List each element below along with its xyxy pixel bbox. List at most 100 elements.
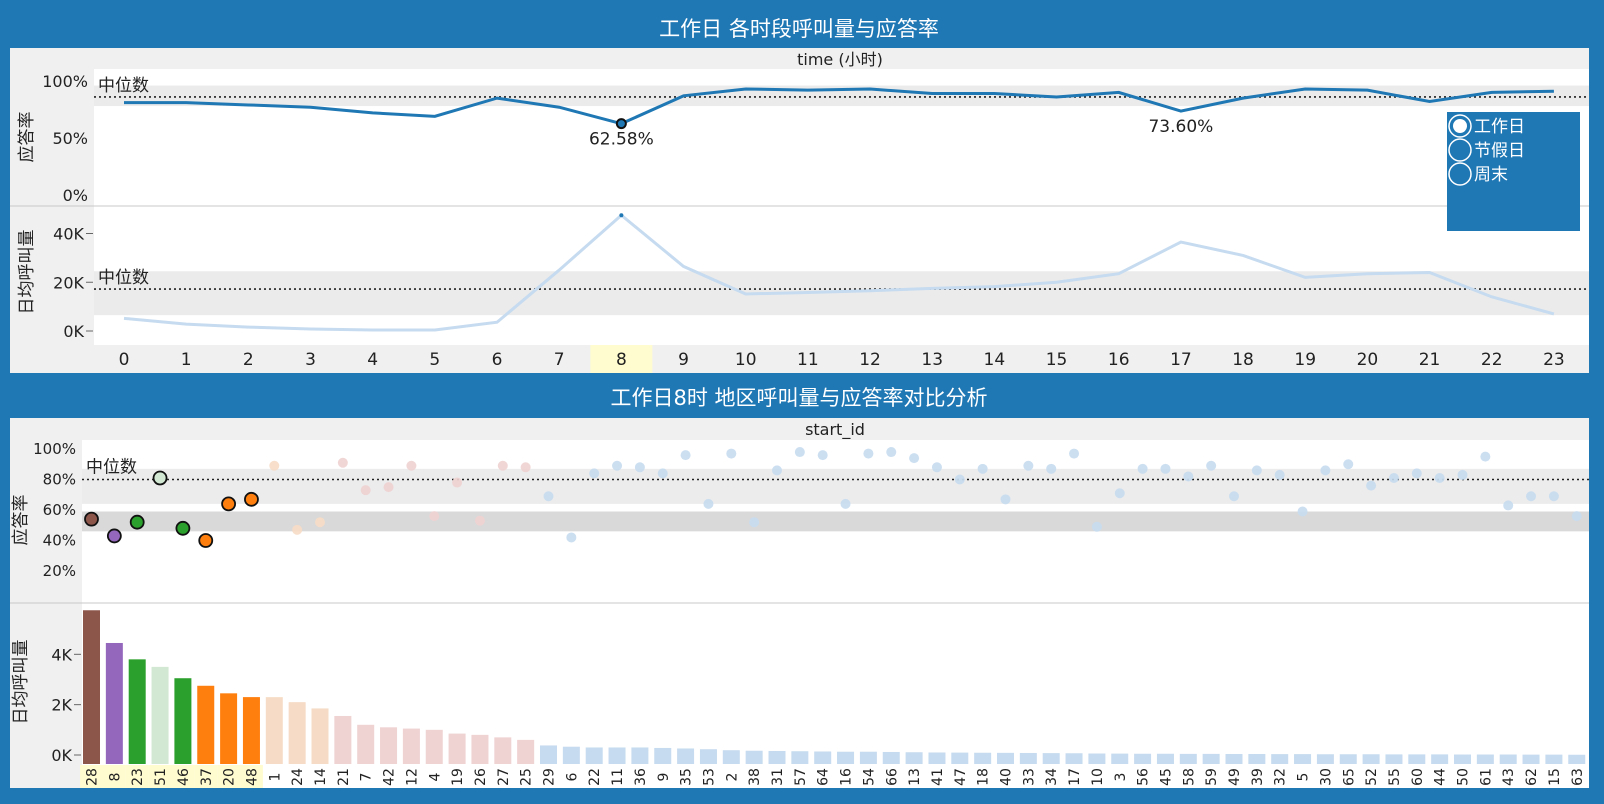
region-tick-label[interactable]: 41 xyxy=(930,768,946,786)
region-rate-point-2[interactable] xyxy=(726,448,737,459)
region-tick-label[interactable]: 2 xyxy=(724,773,740,782)
region-tick-label[interactable]: 29 xyxy=(542,768,558,786)
region-tick-label[interactable]: 37 xyxy=(199,768,215,786)
region-rate-point-12[interactable] xyxy=(406,460,417,471)
region-tick-label[interactable]: 45 xyxy=(1158,768,1174,786)
region-volume-bar-54[interactable] xyxy=(859,751,877,764)
region-rate-point-27[interactable] xyxy=(497,460,508,471)
region-volume-bar-7[interactable] xyxy=(357,724,375,764)
region-tick-label[interactable]: 42 xyxy=(382,768,398,786)
region-rate-point-44[interactable] xyxy=(1434,472,1445,483)
region-tick-label[interactable]: 36 xyxy=(633,768,649,786)
region-tick-label[interactable]: 32 xyxy=(1273,768,1289,786)
region-tick-label[interactable]: 57 xyxy=(793,768,809,786)
region-volume-bar-1[interactable] xyxy=(265,697,283,764)
hour-tick-label[interactable]: 14 xyxy=(984,350,1006,370)
region-tick-label[interactable]: 17 xyxy=(1067,768,1083,786)
region-volume-bar-18[interactable] xyxy=(974,752,992,764)
region-volume-bar-52[interactable] xyxy=(1362,754,1380,764)
region-tick-label[interactable]: 64 xyxy=(816,768,832,786)
region-rate-point-46[interactable] xyxy=(175,520,191,536)
region-volume-bar-13[interactable] xyxy=(905,752,923,764)
region-volume-bar-48[interactable] xyxy=(242,697,260,764)
region-volume-bar-65[interactable] xyxy=(1339,754,1357,764)
region-tick-label[interactable]: 31 xyxy=(770,768,786,786)
region-rate-point-61[interactable] xyxy=(1480,451,1491,462)
region-tick-label[interactable]: 51 xyxy=(153,768,169,786)
region-volume-bar-10[interactable] xyxy=(1088,753,1106,764)
region-tick-label[interactable]: 16 xyxy=(839,768,855,786)
hour-tick-label[interactable]: 19 xyxy=(1294,350,1316,370)
region-rate-point-20[interactable] xyxy=(221,496,237,512)
region-rate-point-17[interactable] xyxy=(1069,448,1080,459)
hour-tick-label[interactable]: 15 xyxy=(1046,350,1068,370)
region-volume-bar-14[interactable] xyxy=(311,708,329,764)
region-rate-point-1[interactable] xyxy=(269,460,280,471)
region-rate-point-51[interactable] xyxy=(152,470,168,486)
region-tick-label[interactable]: 28 xyxy=(85,768,101,786)
region-tick-label[interactable]: 5 xyxy=(1296,773,1312,782)
region-rate-point-55[interactable] xyxy=(1388,472,1399,483)
region-tick-label[interactable]: 60 xyxy=(1410,768,1426,786)
hour-tick-label[interactable]: 7 xyxy=(554,350,565,370)
region-tick-label[interactable]: 23 xyxy=(130,768,146,786)
region-volume-bar-22[interactable] xyxy=(585,747,603,764)
region-rate-point-62[interactable] xyxy=(1526,491,1537,502)
hour-tick-label[interactable]: 5 xyxy=(429,350,440,370)
region-rate-point-34[interactable] xyxy=(1046,463,1057,474)
volume-point-8[interactable] xyxy=(619,213,624,218)
region-rate-point-10[interactable] xyxy=(1091,521,1102,532)
region-volume-bar-61[interactable] xyxy=(1476,754,1494,764)
region-tick-label[interactable]: 20 xyxy=(222,768,238,786)
region-rate-point-33[interactable] xyxy=(1023,460,1034,471)
region-rate-point-63[interactable] xyxy=(1571,511,1582,522)
hour-tick-label[interactable]: 8 xyxy=(616,350,627,370)
region-rate-point-64[interactable] xyxy=(817,450,828,461)
hour-tick-label[interactable]: 23 xyxy=(1543,350,1565,370)
region-volume-bar-42[interactable] xyxy=(380,727,398,764)
region-tick-label[interactable]: 24 xyxy=(290,768,306,786)
region-volume-bar-4[interactable] xyxy=(425,729,443,764)
region-tick-label[interactable]: 19 xyxy=(450,768,466,786)
region-tick-label[interactable]: 25 xyxy=(519,768,535,786)
region-volume-bar-50[interactable] xyxy=(1454,754,1471,764)
region-tick-label[interactable]: 59 xyxy=(1204,768,1220,786)
region-volume-bar-15[interactable] xyxy=(1545,754,1563,764)
region-rate-point-41[interactable] xyxy=(931,462,942,473)
region-tick-label[interactable]: 49 xyxy=(1227,768,1243,786)
region-volume-bar-26[interactable] xyxy=(471,734,489,764)
region-tick-label[interactable]: 21 xyxy=(336,768,352,786)
region-tick-label[interactable]: 3 xyxy=(1113,773,1129,782)
region-volume-bar-11[interactable] xyxy=(608,747,626,764)
region-tick-label[interactable]: 10 xyxy=(1090,768,1106,786)
region-rate-point-6[interactable] xyxy=(566,532,577,543)
region-volume-bar-5[interactable] xyxy=(1294,754,1312,764)
region-rate-point-65[interactable] xyxy=(1343,459,1354,470)
region-volume-bar-23[interactable] xyxy=(128,659,146,764)
region-rate-point-19[interactable] xyxy=(452,477,463,488)
region-tick-label[interactable]: 58 xyxy=(1181,768,1197,786)
hour-tick-label[interactable]: 21 xyxy=(1419,350,1441,370)
region-tick-label[interactable]: 11 xyxy=(610,768,626,786)
region-tick-label[interactable]: 43 xyxy=(1501,768,1517,786)
region-rate-point-16[interactable] xyxy=(840,498,851,509)
region-rate-point-56[interactable] xyxy=(1137,463,1148,474)
region-volume-bar-17[interactable] xyxy=(1065,753,1083,764)
region-rate-point-54[interactable] xyxy=(863,448,874,459)
region-tick-label[interactable]: 56 xyxy=(1136,768,1152,786)
region-rate-point-60[interactable] xyxy=(1411,468,1422,479)
region-volume-bar-51[interactable] xyxy=(151,666,169,764)
legend-radio-2[interactable] xyxy=(1448,162,1472,186)
region-tick-label[interactable]: 33 xyxy=(1021,768,1037,786)
region-volume-bar-62[interactable] xyxy=(1522,754,1540,764)
region-volume-bar-36[interactable] xyxy=(631,747,649,764)
legend-radio-1[interactable] xyxy=(1448,138,1472,162)
hour-tick-label[interactable]: 9 xyxy=(678,350,689,370)
hour-tick-label[interactable]: 2 xyxy=(243,350,254,370)
region-tick-label[interactable]: 47 xyxy=(953,768,969,786)
region-tick-label[interactable]: 40 xyxy=(999,768,1015,786)
region-volume-bar-53[interactable] xyxy=(699,749,717,764)
region-volume-bar-60[interactable] xyxy=(1408,754,1426,764)
region-volume-bar-41[interactable] xyxy=(928,752,946,764)
region-tick-label[interactable]: 52 xyxy=(1364,768,1380,786)
